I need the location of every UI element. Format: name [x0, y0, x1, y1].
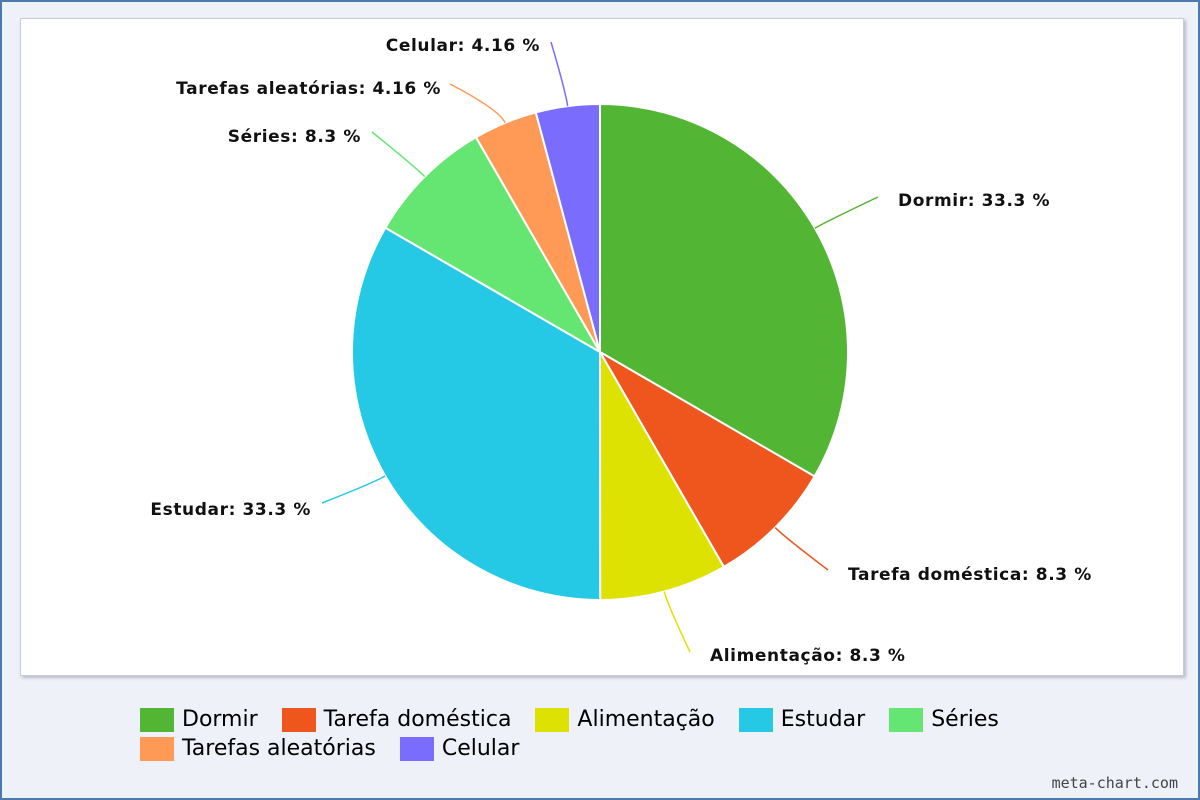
legend-label: Alimentação — [577, 707, 715, 732]
pie-slice-celular — [534, 102, 601, 353]
legend-item: Tarefa doméstica — [281, 707, 512, 732]
legend-item: Séries — [889, 707, 999, 732]
pie-slice-séries — [383, 135, 603, 355]
legend: Dormir Tarefa doméstica Alimentação Estudar… — [140, 705, 1100, 763]
legend-row: Tarefas aleatórias Celular — [140, 734, 1100, 763]
legend-label: Dormir — [182, 707, 258, 732]
data-label: Tarefa doméstica: 8.3 % — [848, 565, 1092, 585]
legend-label: Séries — [931, 707, 999, 732]
legend-swatch — [738, 707, 773, 732]
legend-item: Estudar — [738, 707, 866, 732]
leader-line — [774, 527, 829, 571]
data-label: Tarefas aleatórias: 4.16 % — [176, 79, 441, 99]
data-label: Dormir: 33.3 % — [898, 191, 1050, 211]
data-label: Séries: 8.3 % — [228, 127, 361, 147]
data-label: Alimentação: 8.3 % — [710, 646, 906, 666]
leader-line — [321, 475, 386, 504]
leader-line — [814, 196, 879, 229]
legend-label: Estudar — [780, 707, 866, 732]
leader-line — [663, 591, 691, 653]
legend-swatch — [399, 736, 434, 761]
data-label: Estudar: 33.3 % — [150, 500, 311, 520]
legend-label: Tarefas aleatórias — [182, 736, 376, 761]
leader-line — [550, 41, 569, 107]
data-label: Celular: 4.16 % — [386, 36, 540, 56]
legend-swatch — [889, 707, 924, 732]
legend-item: Alimentação — [535, 707, 715, 732]
watermark: meta-chart.com — [1051, 774, 1178, 792]
leader-line — [449, 83, 506, 124]
legend-item: Celular — [399, 736, 520, 761]
legend-swatch — [535, 707, 570, 732]
leader-line — [371, 131, 426, 178]
legend-label: Tarefa doméstica — [323, 707, 512, 732]
legend-item: Dormir — [140, 707, 258, 732]
legend-swatch — [140, 736, 174, 761]
legend-item: Tarefas aleatórias — [140, 736, 376, 761]
pie-slice-dormir — [599, 102, 849, 478]
pie-slice-estudar — [351, 226, 602, 602]
legend-label: Celular — [441, 736, 520, 761]
pie-slice-tarefa-doméstica — [597, 349, 816, 569]
legend-swatch — [140, 707, 174, 732]
legend-row: Dormir Tarefa doméstica Alimentação Estudar… — [140, 705, 1100, 734]
legend-swatch — [281, 707, 316, 732]
pie-slice-alimentação — [598, 348, 726, 602]
